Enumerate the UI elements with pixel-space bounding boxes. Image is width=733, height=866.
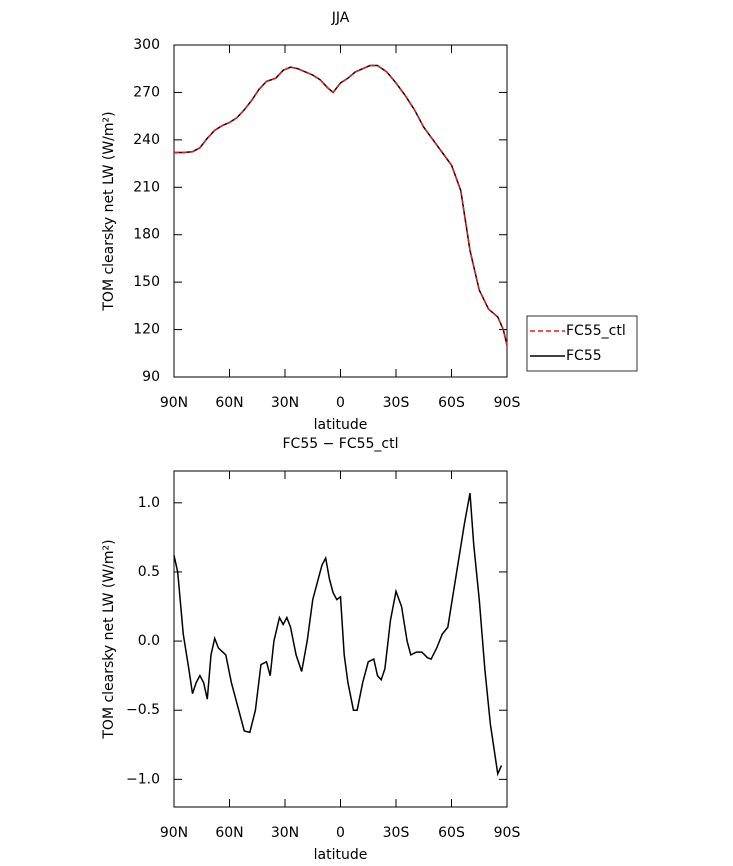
plot-frame	[173, 44, 508, 378]
x-tick-label: 60S	[438, 825, 465, 841]
x-tick-label: 90N	[160, 825, 188, 841]
chart-title: JJA	[331, 10, 350, 26]
y-tick-label: 240	[133, 132, 160, 148]
y-axis-label: TOM clearsky net LW (W/m²)	[101, 539, 117, 739]
x-tick-label: 60N	[215, 825, 243, 841]
y-tick-label: −1.0	[126, 771, 160, 787]
series-line	[174, 64, 508, 346]
y-tick-label: 120	[133, 322, 160, 338]
plot-frame	[173, 470, 508, 808]
x-axis-label: latitude	[314, 417, 368, 433]
legend-label: FC55_ctl	[566, 323, 626, 339]
series-line	[174, 64, 508, 346]
y-tick-label: 90	[142, 369, 160, 385]
x-tick-label: 30N	[271, 395, 299, 411]
chart-title: FC55 − FC55_ctl	[283, 436, 399, 452]
y-tick-label: 300	[133, 37, 160, 53]
x-tick-label: 0	[336, 395, 345, 411]
legend-label: FC55	[566, 348, 602, 364]
x-tick-label: 90S	[494, 825, 521, 841]
y-tick-label: 210	[133, 179, 160, 195]
x-tick-label: 60N	[215, 395, 243, 411]
x-tick-label: 30S	[383, 395, 410, 411]
y-tick-label: 270	[133, 84, 160, 100]
x-tick-label: 0	[336, 825, 345, 841]
series-line	[173, 492, 503, 777]
y-tick-label: 0.0	[138, 633, 160, 649]
y-tick-label: 0.5	[138, 564, 160, 580]
x-tick-label: 30S	[383, 825, 410, 841]
x-tick-label: 90N	[160, 395, 188, 411]
x-tick-label: 90S	[494, 395, 521, 411]
legend-box	[526, 315, 638, 372]
x-tick-label: 60S	[438, 395, 465, 411]
y-tick-label: 1.0	[138, 495, 160, 511]
x-axis-label: latitude	[314, 847, 368, 863]
y-tick-label: −0.5	[126, 702, 160, 718]
y-tick-label: 180	[133, 227, 160, 243]
y-axis-label: TOM clearsky net LW (W/m²)	[101, 111, 117, 311]
x-tick-label: 30N	[271, 825, 299, 841]
y-tick-label: 150	[133, 274, 160, 290]
